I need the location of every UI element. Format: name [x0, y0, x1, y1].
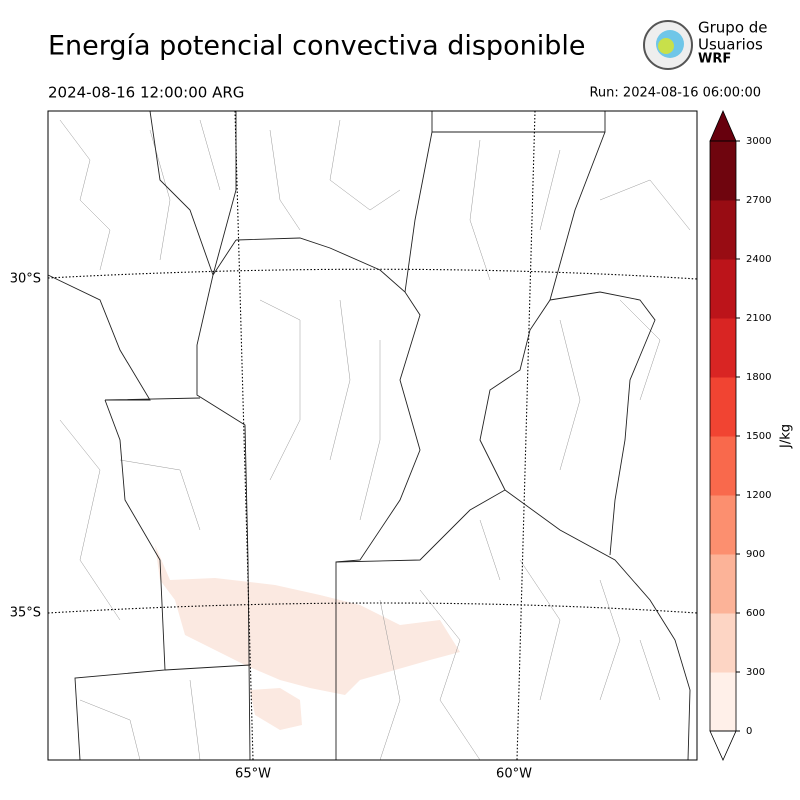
logo-text: Grupo de: [698, 19, 768, 37]
colorbar-tick-label: 0: [746, 726, 752, 737]
lon-label: 65°W: [235, 767, 271, 782]
colorbar-tick-label: 2400: [746, 254, 771, 265]
colorbar-band: [710, 200, 736, 260]
colorbar: 0 300 600 900 1200 1500 1800 2100 2400 2700 3000: [709, 109, 771, 761]
logo: Grupo de Usuarios WRF: [643, 19, 768, 70]
colorbar-extend-under: [709, 730, 737, 761]
colorbar-band: [710, 495, 736, 555]
colorbar-band: [710, 613, 736, 673]
colorbar-band: [710, 141, 736, 201]
title: Energía potencial convectiva disponible: [48, 31, 585, 62]
colorbar-tick-label: 1200: [746, 490, 771, 501]
graticule: [47, 110, 698, 761]
logo-text: Usuarios: [698, 36, 763, 54]
colorbar-band: [710, 259, 736, 319]
lat-label: 35°S: [10, 606, 41, 621]
colorbar-tick-label: 600: [746, 608, 765, 619]
colorbar-tick-label: 3000: [746, 136, 771, 147]
cape-shading: [155, 545, 460, 730]
department-lines: [59, 119, 691, 761]
valid-time: 2024-08-16 12:00:00 ARG: [48, 84, 244, 102]
colorbar-tick-label: 1500: [746, 431, 771, 442]
colorbar-label: J/kg: [779, 424, 794, 449]
map: 30°S 35°S 65°W 60°W: [10, 110, 698, 782]
colorbar-extend-over: [709, 109, 737, 142]
colorbar-band: [710, 318, 736, 378]
run-time: Run: 2024-08-16 06:00:00: [589, 86, 761, 101]
lat-label: 30°S: [10, 272, 41, 287]
logo-text: WRF: [698, 52, 731, 67]
colorbar-band: [710, 672, 736, 732]
colorbar-band: [710, 377, 736, 437]
colorbar-band: [710, 554, 736, 614]
colorbar-tick-label: 2100: [746, 313, 771, 324]
province-borders: [47, 110, 691, 761]
colorbar-tick-label: 2700: [746, 195, 771, 206]
colorbar-tick-label: 1800: [746, 372, 771, 383]
colorbar-tick-label: 300: [746, 667, 765, 678]
lon-label: 60°W: [496, 767, 532, 782]
colorbar-band: [710, 436, 736, 496]
map-border: [47, 110, 698, 761]
colorbar-tick-label: 900: [746, 549, 765, 560]
